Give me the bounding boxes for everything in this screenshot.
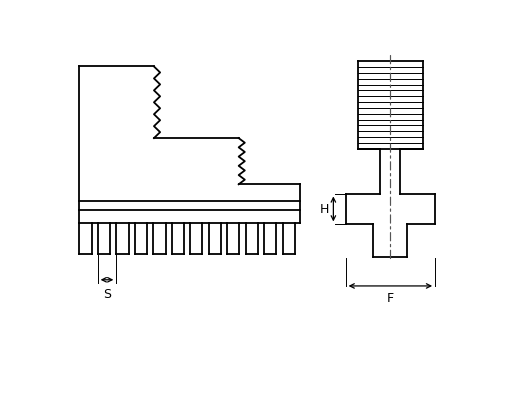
Text: H: H <box>320 203 329 216</box>
Text: F: F <box>387 291 394 304</box>
Text: S: S <box>103 288 111 300</box>
